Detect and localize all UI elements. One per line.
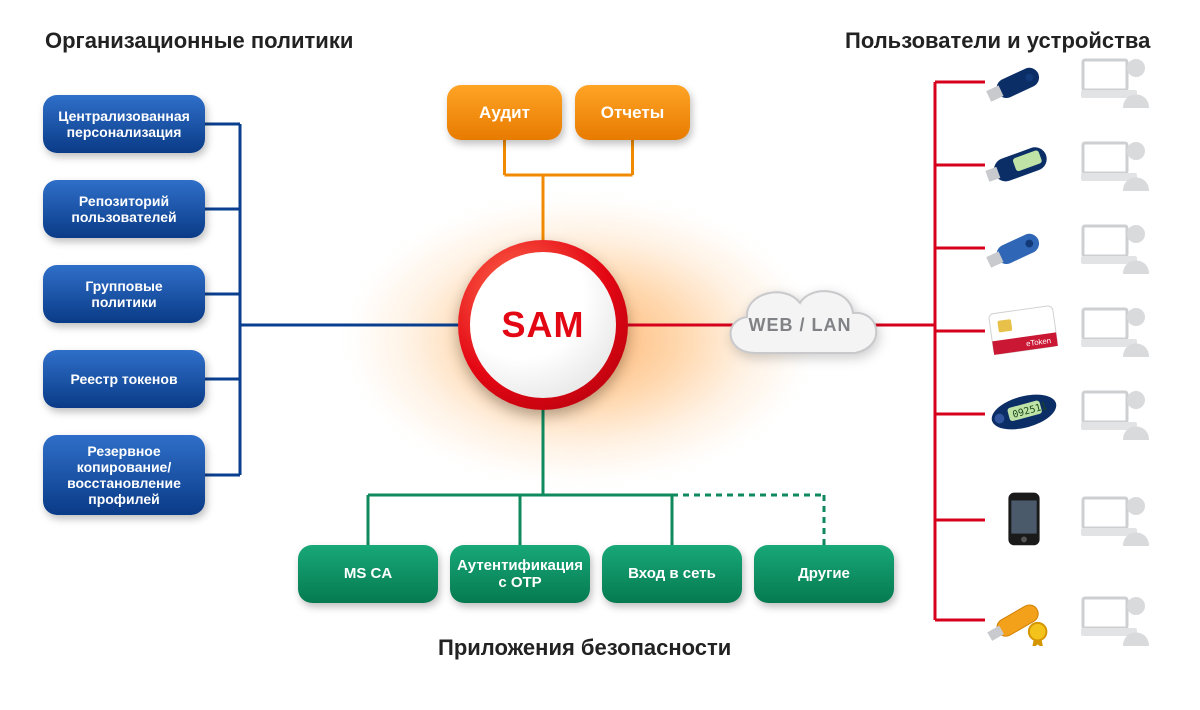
usb-display-token-icon (985, 135, 1063, 191)
policy-box-2: Групповые политики (43, 265, 205, 323)
user-icon (1081, 382, 1151, 442)
smart-card-icon: eToken (985, 301, 1063, 357)
user-icon (1081, 216, 1151, 276)
phone-icon (985, 490, 1063, 546)
user-icon (1081, 50, 1151, 110)
app-box-2: Вход в сеть (602, 545, 742, 603)
app-box-0: MS CA (298, 545, 438, 603)
user-row-1 (985, 133, 1151, 193)
user-icon (1081, 488, 1151, 548)
audit-box-1: Отчеты (575, 85, 690, 140)
policy-box-3: Реестр токенов (43, 350, 205, 408)
heading-left: Организационные политики (45, 28, 353, 54)
user-row-6 (985, 588, 1151, 648)
user-row-0 (985, 50, 1151, 110)
usb-token-icon (985, 52, 1063, 108)
sam-node: SAM (458, 240, 628, 410)
usb-token-light-icon (985, 218, 1063, 274)
policy-box-4: Резервное копирование/ восстановление пр… (43, 435, 205, 515)
user-row-3: eToken (985, 299, 1151, 359)
user-row-4: 092511 (985, 382, 1151, 442)
user-icon (1081, 588, 1151, 648)
web-lan-label: WEB / LAN (725, 315, 875, 336)
sam-label: SAM (502, 304, 585, 346)
audit-box-0: Аудит (447, 85, 562, 140)
user-row-2 (985, 216, 1151, 276)
user-icon (1081, 133, 1151, 193)
app-box-3: Другие (754, 545, 894, 603)
otp-fob-icon: 092511 (985, 384, 1063, 440)
cert-token-icon (985, 590, 1063, 646)
policy-box-0: Централизованная персонализация (43, 95, 205, 153)
user-icon (1081, 299, 1151, 359)
app-box-1: Аутентификация с OTP (450, 545, 590, 603)
policy-box-1: Репозиторий пользователей (43, 180, 205, 238)
user-row-5 (985, 488, 1151, 548)
heading-bottom: Приложения безопасности (438, 635, 731, 661)
